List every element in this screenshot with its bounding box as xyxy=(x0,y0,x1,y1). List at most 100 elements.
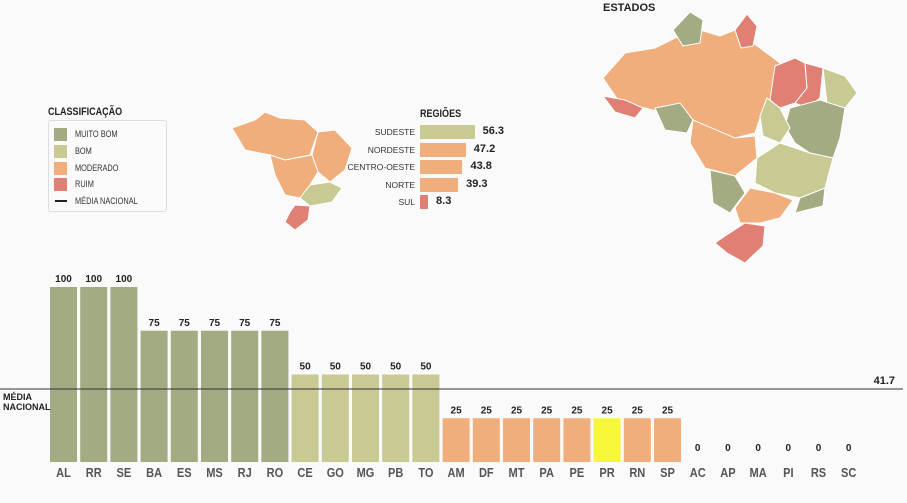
region-bar xyxy=(420,160,463,174)
legend-label: MUITO BOM xyxy=(75,129,118,139)
legend-title: CLASSIFICAÇÃO xyxy=(48,106,123,118)
bar-to xyxy=(412,374,440,462)
map-state-sp-pr xyxy=(734,187,794,224)
bar-am xyxy=(442,418,470,462)
region-label: SUL xyxy=(398,197,415,207)
tick-label: AP xyxy=(720,465,735,480)
region-bar xyxy=(420,125,475,139)
bar-rr xyxy=(80,287,108,462)
data-label: 75 xyxy=(209,318,221,329)
data-label: 50 xyxy=(330,362,342,373)
data-label: 0 xyxy=(755,443,761,454)
legend-item-bom: BOM xyxy=(54,144,96,158)
tick-label: ES xyxy=(177,465,192,480)
median-name-label: MÉDIA xyxy=(3,392,33,402)
legend-item-median: MÉDIA NACIONAL xyxy=(54,194,152,208)
tick-label: AL xyxy=(56,465,71,480)
tick-label: MA xyxy=(750,465,767,480)
bar-ce xyxy=(291,374,319,462)
legend-label: MÉDIA NACIONAL xyxy=(75,196,138,206)
legend-item-ruim: RUIM xyxy=(54,177,98,191)
bar-go xyxy=(321,374,349,462)
bar-sp xyxy=(654,418,681,462)
map-state-ac xyxy=(601,95,644,119)
map-region-ne-bom xyxy=(822,67,858,109)
data-label: 50 xyxy=(300,362,312,373)
region-value: 8.3 xyxy=(436,195,452,207)
bar-se xyxy=(110,287,138,462)
bar-mt xyxy=(503,418,530,462)
bar-pa xyxy=(533,418,561,462)
region-value: 43.8 xyxy=(470,160,492,172)
data-label: 75 xyxy=(179,318,191,329)
bar-pe xyxy=(563,418,591,462)
tick-label: PE xyxy=(570,465,585,480)
data-label: 100 xyxy=(116,274,133,285)
bar-ba xyxy=(140,330,168,462)
data-label: 0 xyxy=(816,443,822,454)
data-label: 100 xyxy=(55,274,72,285)
regions-map xyxy=(231,111,353,231)
tick-label: RO xyxy=(267,465,284,480)
tick-label: BA xyxy=(146,465,162,480)
tick-label: RJ xyxy=(238,465,252,480)
tick-label: MT xyxy=(509,465,526,480)
legend-swatch xyxy=(54,177,67,191)
tick-label: AM xyxy=(448,465,465,480)
tick-label: PR xyxy=(599,465,615,480)
bar-ro xyxy=(261,330,289,462)
data-label: 0 xyxy=(695,443,701,454)
region-row: NORTE 39.3 xyxy=(0,177,907,192)
data-label: 25 xyxy=(541,405,553,416)
data-label: 50 xyxy=(360,362,372,373)
tick-label: MS xyxy=(206,465,223,480)
legend-swatch xyxy=(54,127,67,141)
legend-label: RUIM xyxy=(75,179,94,189)
tick-label: AC xyxy=(690,465,706,480)
map-state-rr xyxy=(672,11,704,47)
data-label: 25 xyxy=(571,405,583,416)
tick-label: SC xyxy=(841,465,857,480)
median-line-swatch xyxy=(55,200,67,202)
legend-label: MODERADO xyxy=(75,163,119,173)
data-label: 25 xyxy=(511,405,523,416)
bar-mg xyxy=(352,374,379,462)
region-row: CENTRO-OESTE 43.8 xyxy=(0,160,907,174)
data-label: 75 xyxy=(149,318,161,329)
regions-title: REGIÕES xyxy=(420,108,462,120)
region-value: 56.3 xyxy=(482,125,505,137)
states-map-title: ESTADOS xyxy=(603,2,656,14)
tick-label: PA xyxy=(539,465,554,480)
tick-label: CE xyxy=(297,465,312,480)
region-label: CENTRO-OESTE xyxy=(347,162,415,172)
region-row: SUL 8.3 xyxy=(0,195,907,209)
region-label: NORTE xyxy=(385,179,415,190)
tick-label: DF xyxy=(479,465,494,480)
tick-label: RN xyxy=(629,465,645,480)
tick-label: TO xyxy=(418,465,433,480)
map-region-south-small xyxy=(284,204,311,231)
bar-ms xyxy=(201,330,228,462)
data-label: 75 xyxy=(239,318,251,329)
legend: MUITO BOM BOM MODERADO RUIM MÉDIA NACION… xyxy=(48,120,167,212)
data-label: 0 xyxy=(725,443,731,454)
map-state-ap xyxy=(734,13,758,49)
tick-label: MG xyxy=(357,465,375,480)
data-label: 25 xyxy=(451,405,463,416)
map-state-ms xyxy=(709,169,746,214)
region-value: 39.3 xyxy=(466,177,488,190)
tick-label: PI xyxy=(783,465,793,480)
region-bar xyxy=(420,177,459,192)
region-bar xyxy=(420,195,429,209)
tick-label: SE xyxy=(117,465,132,480)
tick-label: RR xyxy=(86,465,102,480)
data-label: 25 xyxy=(632,405,644,416)
region-label: SUDESTE xyxy=(374,127,415,137)
data-label: 100 xyxy=(85,274,102,285)
legend-swatch xyxy=(54,144,67,158)
region-bar xyxy=(420,142,466,157)
data-label: 50 xyxy=(420,362,432,373)
legend-label: BOM xyxy=(75,146,92,156)
